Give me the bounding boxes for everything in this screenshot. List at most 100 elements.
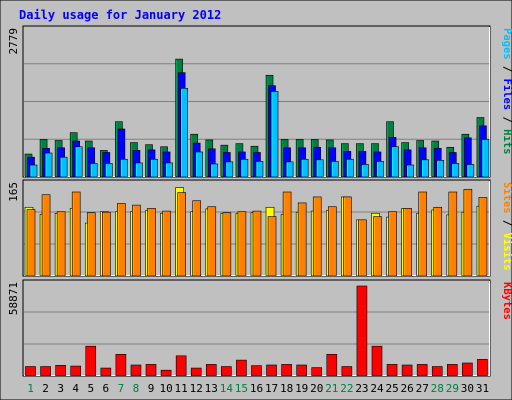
day-group <box>145 208 156 277</box>
day-group <box>311 367 323 377</box>
bar-pages <box>255 161 264 178</box>
bar-pages <box>165 162 173 178</box>
bar-kbytes <box>25 366 36 377</box>
bar-fill <box>71 191 81 277</box>
bar-fill <box>192 200 202 277</box>
bar-fill <box>70 365 81 377</box>
day-group <box>341 196 352 277</box>
day-group <box>145 144 158 178</box>
day-group <box>190 200 202 277</box>
x-tick-label: 15 <box>235 382 248 395</box>
x-tick-label: 25 <box>385 382 398 395</box>
bar-kbytes <box>462 362 473 377</box>
day-group <box>84 140 98 178</box>
axis-max-label: 2779 <box>7 28 20 55</box>
day-group <box>356 143 369 178</box>
bar-sites <box>312 196 322 277</box>
day-group <box>326 353 338 377</box>
x-tick-label: 10 <box>159 382 172 395</box>
bar-pages <box>361 164 369 178</box>
day-group <box>205 206 217 277</box>
bar-fill <box>29 164 38 178</box>
day-group <box>341 366 353 377</box>
bar-sites <box>162 210 171 277</box>
bar-pages <box>89 163 98 178</box>
x-tick-label: 8 <box>133 382 140 395</box>
bar-kbytes <box>371 345 383 377</box>
bar-pages <box>421 159 429 178</box>
legend-entry: Files <box>501 79 512 111</box>
x-tick-label: 17 <box>265 382 278 395</box>
bar-kbytes <box>70 365 81 377</box>
bar-kbytes <box>85 345 97 377</box>
bar-fill <box>160 369 172 377</box>
bar-sites <box>478 197 488 277</box>
day-group <box>236 359 247 377</box>
bar-pages <box>391 146 399 178</box>
chart-panels: 2779 Pages / Files / Hits 165 Sites / Visit… <box>7 25 512 377</box>
bar-kbytes <box>145 364 157 377</box>
bar-fill <box>462 362 473 377</box>
day-group <box>310 139 324 178</box>
bar-fill <box>358 219 367 277</box>
day-group <box>325 206 337 277</box>
bar-sites <box>373 216 382 277</box>
bar-sites <box>343 196 352 277</box>
day-group <box>160 369 172 377</box>
x-tick-label: 14 <box>220 382 234 395</box>
day-group <box>371 212 382 277</box>
bar-sites <box>237 211 247 277</box>
bar-fill <box>296 364 307 377</box>
bar-fill <box>240 158 249 178</box>
bar-fill <box>481 139 490 178</box>
bar-fill <box>74 146 83 178</box>
bars <box>25 285 488 377</box>
bar-kbytes <box>447 364 458 377</box>
x-tick-label: 27 <box>416 382 429 395</box>
bar-sites <box>252 210 262 277</box>
bar-kbytes <box>326 353 338 377</box>
day-group <box>356 219 367 277</box>
bar-fill <box>145 364 157 377</box>
bar-pages <box>466 164 475 178</box>
bar-fill <box>205 364 217 377</box>
bar-sites <box>448 191 458 277</box>
day-group <box>24 153 38 178</box>
bar-fill <box>343 196 352 277</box>
day-group <box>69 191 81 277</box>
day-group <box>416 191 427 277</box>
legend-entry: Sites <box>501 182 512 214</box>
day-group <box>115 121 128 178</box>
bar-pages <box>195 151 204 178</box>
x-tick-label: 24 <box>370 382 384 395</box>
bar-sites <box>433 206 443 277</box>
bar-kbytes <box>416 364 428 377</box>
bar-kbytes <box>205 364 217 377</box>
bar-fill <box>406 164 414 178</box>
day-group <box>39 139 53 178</box>
bar-kbytes <box>115 353 127 377</box>
bar-pages <box>44 152 53 178</box>
bar-sites <box>117 203 126 277</box>
legend-entry: Hits <box>501 129 512 154</box>
panel-frame <box>22 279 491 377</box>
day-group <box>145 364 157 377</box>
day-group <box>160 146 173 178</box>
bar-pages <box>74 146 83 178</box>
day-group <box>325 139 339 178</box>
bar-fill <box>466 164 475 178</box>
bar-sites <box>192 200 202 277</box>
bar-fill <box>266 364 277 377</box>
bar-fill <box>463 188 473 277</box>
x-tick-label: 29 <box>446 382 459 395</box>
bar-fill <box>89 163 98 178</box>
day-group <box>220 212 232 277</box>
bar-fill <box>85 345 97 377</box>
bar-fill <box>270 91 279 178</box>
day-group <box>281 364 292 377</box>
x-tick-label: 9 <box>148 382 155 395</box>
day-group <box>55 364 66 377</box>
day-group <box>356 285 368 377</box>
bar-fill <box>451 163 460 178</box>
